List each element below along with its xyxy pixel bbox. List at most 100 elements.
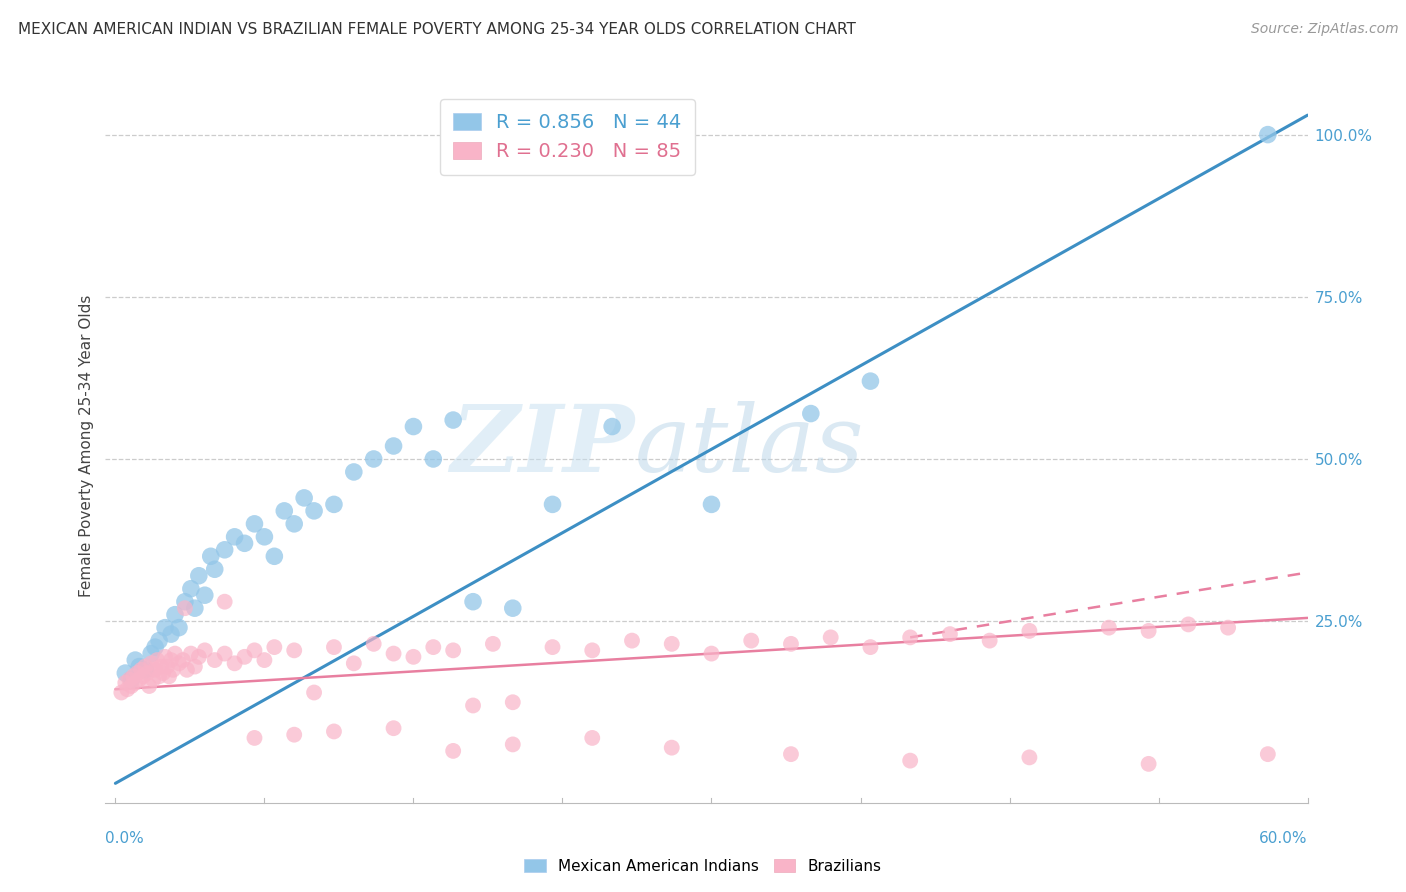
Point (117, 682, 139, 697)
Point (184, 601, 207, 615)
Point (214, 542, 236, 557)
Point (122, 669, 145, 683)
Text: MEXICAN AMERICAN INDIAN VS BRAZILIAN FEMALE POVERTY AMONG 25-34 YEAR OLDS CORREL: MEXICAN AMERICAN INDIAN VS BRAZILIAN FEM… (18, 22, 856, 37)
Point (141, 657, 163, 671)
Point (661, 740, 683, 755)
Point (363, 637, 385, 651)
Point (502, 738, 524, 752)
Point (143, 640, 166, 654)
Point (441, 643, 464, 657)
Point (780, 637, 803, 651)
Point (187, 568, 209, 582)
Point (134, 659, 156, 673)
Point (402, 419, 425, 434)
Point (132, 669, 155, 683)
Point (581, 643, 603, 657)
Point (163, 647, 186, 661)
Point (194, 643, 217, 657)
Point (323, 724, 346, 739)
Point (143, 663, 166, 677)
Point (124, 653, 146, 667)
Point (979, 633, 1001, 648)
Point (898, 631, 921, 645)
Point (323, 497, 346, 511)
Point (541, 640, 564, 654)
Point (157, 669, 180, 683)
Point (163, 607, 186, 622)
Point (263, 549, 285, 564)
Point (174, 595, 197, 609)
Point (1177, 617, 1199, 632)
Point (283, 643, 305, 657)
Point (820, 631, 842, 645)
Text: atlas: atlas (634, 401, 863, 491)
Point (204, 653, 226, 667)
Point (1257, 128, 1279, 142)
Point (283, 728, 305, 742)
Point (363, 452, 385, 467)
Point (167, 657, 190, 671)
Point (253, 530, 276, 544)
Point (233, 536, 256, 550)
Point (224, 657, 246, 671)
Point (1098, 621, 1121, 635)
Point (600, 419, 623, 434)
Point (323, 640, 346, 654)
Point (141, 647, 163, 661)
Point (382, 647, 405, 661)
Point (187, 649, 209, 664)
Point (1018, 750, 1040, 764)
Legend: R = 0.856   N = 44, R = 0.230   N = 85: R = 0.856 N = 44, R = 0.230 N = 85 (440, 99, 695, 175)
Point (153, 649, 176, 664)
Point (700, 497, 723, 511)
Point (621, 633, 644, 648)
Point (343, 465, 366, 479)
Point (939, 627, 962, 641)
Point (1137, 756, 1160, 771)
Point (128, 659, 150, 673)
Point (302, 685, 325, 699)
Point (114, 666, 136, 681)
Point (898, 754, 921, 768)
Point (343, 657, 366, 671)
Point (1018, 624, 1040, 638)
Point (214, 595, 236, 609)
Point (461, 698, 484, 713)
Point (114, 675, 136, 690)
Point (273, 504, 295, 518)
Point (160, 653, 183, 667)
Point (283, 516, 305, 531)
Point (138, 679, 160, 693)
Point (200, 549, 222, 564)
Point (124, 675, 146, 690)
Point (120, 679, 142, 693)
Point (1216, 621, 1239, 635)
Point (1257, 747, 1279, 761)
Text: 0.0%: 0.0% (105, 831, 145, 847)
Point (422, 452, 444, 467)
Point (1137, 624, 1160, 638)
Point (127, 666, 149, 681)
Point (243, 643, 266, 657)
Point (174, 601, 197, 615)
Point (661, 637, 683, 651)
Point (148, 633, 170, 648)
Point (172, 653, 194, 667)
Point (224, 530, 246, 544)
Point (253, 653, 276, 667)
Point (441, 744, 464, 758)
Point (581, 731, 603, 745)
Point (153, 621, 176, 635)
Point (204, 562, 226, 576)
Point (194, 588, 217, 602)
Point (243, 516, 266, 531)
Point (541, 497, 564, 511)
Point (859, 640, 882, 654)
Point (184, 659, 207, 673)
Point (382, 439, 405, 453)
Point (461, 595, 484, 609)
Point (382, 721, 405, 735)
Point (167, 621, 190, 635)
Point (150, 659, 173, 673)
Point (148, 669, 170, 683)
